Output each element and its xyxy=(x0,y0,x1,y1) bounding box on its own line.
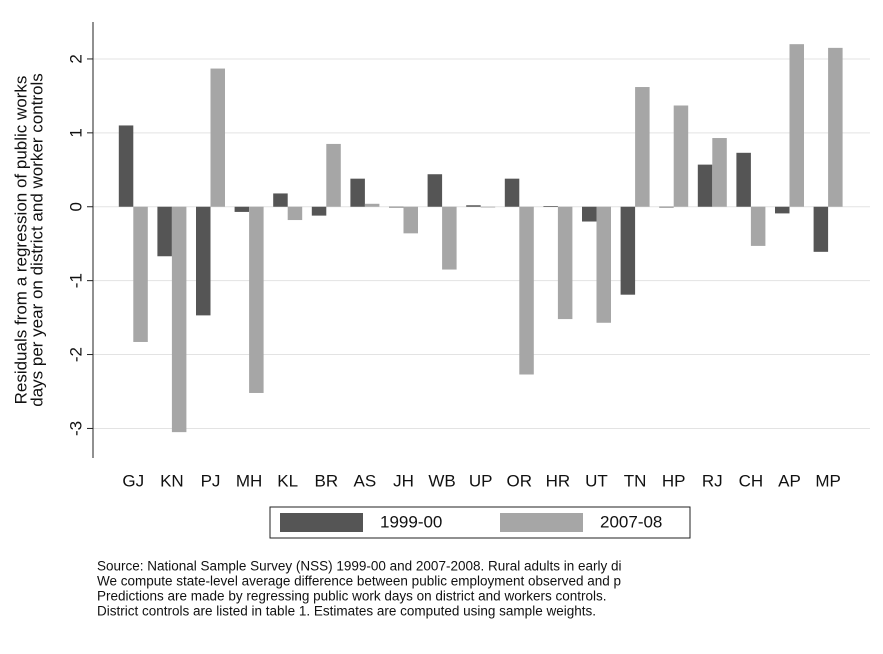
bar xyxy=(519,206,534,375)
bar xyxy=(635,87,650,207)
bar xyxy=(466,205,481,207)
bar xyxy=(582,206,597,222)
y-tick-label: 2 xyxy=(66,54,85,63)
bar xyxy=(326,143,341,207)
y-tick-label: -1 xyxy=(66,273,85,288)
x-tick-label: RJ xyxy=(702,471,723,490)
x-tick-label: MH xyxy=(236,471,262,490)
x-tick-label: WB xyxy=(428,471,455,490)
bar xyxy=(596,206,611,323)
x-tick-label: GJ xyxy=(122,471,144,490)
x-tick-label: HP xyxy=(662,471,686,490)
bar xyxy=(311,206,327,216)
bar xyxy=(442,206,457,270)
x-tick-label: TN xyxy=(624,471,647,490)
y-tick-label: -3 xyxy=(66,421,85,436)
note: Predictions are made by regressing publi… xyxy=(97,589,606,604)
x-tick-label: UT xyxy=(585,471,608,490)
x-tick-label: KN xyxy=(160,471,184,490)
bar xyxy=(403,206,418,234)
bar xyxy=(712,138,727,207)
bar xyxy=(210,68,225,207)
legend-label: 2007-08 xyxy=(600,512,662,531)
bar xyxy=(273,193,288,207)
bar xyxy=(427,174,443,207)
bar xyxy=(789,44,804,207)
bar xyxy=(750,206,766,246)
x-tick-label: KL xyxy=(277,471,298,490)
x-tick-label: BR xyxy=(314,471,338,490)
bar xyxy=(480,206,496,208)
bar xyxy=(543,206,558,207)
bar xyxy=(364,203,380,207)
legend-label: 1999-00 xyxy=(380,512,442,531)
x-tick-label: HR xyxy=(546,471,571,490)
bar xyxy=(118,125,134,207)
bar xyxy=(697,164,713,207)
x-tick-label: AS xyxy=(354,471,377,490)
y-tick-label: 1 xyxy=(66,128,85,137)
note: We compute state-level average differenc… xyxy=(97,574,621,589)
x-tick-label: MP xyxy=(815,471,841,490)
x-tick-label: UP xyxy=(469,471,493,490)
bar xyxy=(171,206,187,433)
bar xyxy=(673,105,689,207)
y-axis-title: Residuals from a regression of public wo… xyxy=(11,76,30,405)
y-tick-label: 0 xyxy=(66,202,85,211)
bar xyxy=(659,206,674,208)
bar xyxy=(736,152,751,207)
bar xyxy=(234,206,250,212)
bar xyxy=(389,206,404,208)
x-tick-label: OR xyxy=(507,471,533,490)
bar xyxy=(813,206,829,252)
x-tick-label: PJ xyxy=(201,471,221,490)
bar xyxy=(287,206,303,221)
bar xyxy=(828,47,843,207)
legend-swatch xyxy=(280,513,363,532)
x-tick-label: AP xyxy=(778,471,801,490)
bar xyxy=(196,206,211,316)
x-tick-label: CH xyxy=(739,471,764,490)
bar xyxy=(350,178,365,207)
bar xyxy=(557,206,573,320)
x-tick-label: JH xyxy=(393,471,414,490)
bar xyxy=(620,206,636,295)
y-tick-label: -2 xyxy=(66,347,85,362)
bar xyxy=(249,206,264,393)
bar xyxy=(157,206,172,257)
note: District controls are listed in table 1.… xyxy=(97,604,596,619)
note: Source: National Sample Survey (NSS) 199… xyxy=(97,559,622,574)
bar xyxy=(504,178,520,207)
bar xyxy=(133,206,148,342)
legend-swatch xyxy=(500,513,583,532)
bar xyxy=(775,206,790,214)
y-axis-title: days per year on district and worker con… xyxy=(27,73,46,407)
